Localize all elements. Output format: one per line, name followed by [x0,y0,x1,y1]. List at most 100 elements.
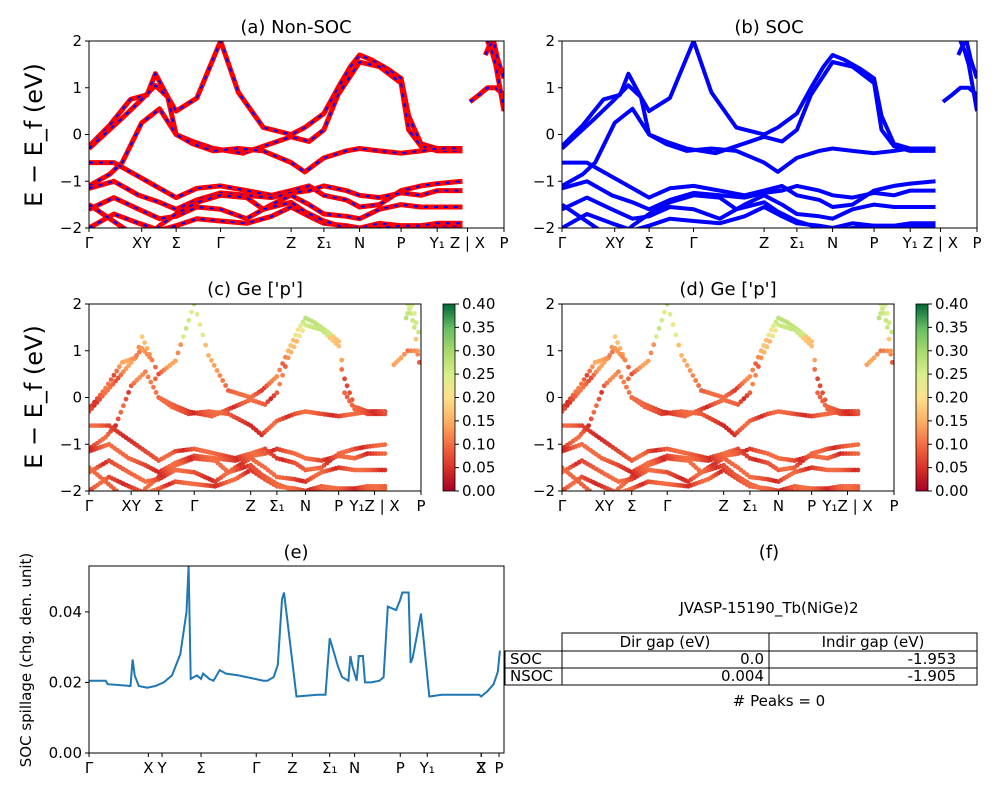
xtick-label: Z [287,759,297,777]
band-point [817,383,823,389]
ytick-label: 2 [72,32,82,50]
band-point [855,409,861,414]
panel-c-yticks: −2 −1 0 1 2 [60,295,89,500]
band-point [118,409,124,415]
band-point [583,381,589,387]
xtick-label: N [349,759,360,777]
ytick-label: 0.00 [49,744,82,762]
band-point [679,353,684,358]
band-point [200,332,206,338]
band-line-5 [562,193,936,221]
band-point [223,383,229,388]
ytick-label: −1 [533,435,555,453]
band-point [584,372,590,378]
band-point [855,442,861,447]
band-point [693,378,699,383]
table-cell [561,650,770,669]
xtick-label: Z [476,759,486,777]
ytick-label: 0 [545,389,555,407]
xtick-label: P [334,497,343,515]
band-point [750,381,756,387]
band-point [601,360,607,365]
band-point [277,381,283,387]
colorbar-tick-label: 0.25 [462,365,495,383]
xtick-label: P [972,234,981,252]
band-point [815,376,820,382]
band-point [747,374,753,379]
band-point [137,349,142,355]
band-point [274,374,280,379]
band-line-dashed-1 [89,60,463,155]
panel-e-yticks: 0.00 0.02 0.04 [49,603,89,762]
band-point [610,349,615,355]
band-point [767,339,773,344]
band-line-2 [89,106,463,189]
band-point [809,343,815,349]
band-point [189,309,194,315]
band-point [820,390,825,396]
band-point [624,384,629,390]
xtick-label: N [827,234,838,252]
band-point [812,357,818,363]
panel-c-colorbar-ticks: 0.00 0.05 0.10 0.15 0.20 0.25 0.30 0.35 0.40 [455,295,495,500]
xtick-label: XY [132,234,152,252]
band-point [617,490,620,491]
band-point [123,396,129,402]
band-point [645,358,651,364]
band-point [110,381,116,387]
band-point [886,336,892,342]
band-point [288,349,294,355]
xtick-label: Z [759,234,769,252]
band-point [416,329,421,335]
band-point [588,416,594,422]
band-point [889,329,894,335]
band-point [117,364,122,370]
band-point [622,357,628,363]
band-point [817,394,823,400]
band-point [405,311,411,316]
band-point [143,369,148,375]
colorbar-tick-label: 0.25 [935,365,968,383]
panel-f-gap-table: (f) JVASP-15190_Tb(NiGe)2 Dir gap (eV) I… [504,542,978,710]
band-point [587,488,593,491]
band-point [881,348,887,354]
band-point [114,368,120,374]
band-point [876,315,882,321]
band-point [659,317,665,323]
band-point [144,490,147,491]
band-point [178,342,184,348]
xtick-label: XY [605,234,625,252]
xtick-label: Y [156,759,167,777]
band-point [183,326,189,331]
panel-c-colorbar [442,303,456,492]
xtick-label: X [476,759,486,777]
band-point [126,390,131,395]
band-point [764,344,770,350]
band-point [820,398,825,404]
panel-b-title: (b) SOC [734,17,803,38]
xtick-label: Y₁Z | X [821,497,872,515]
xtick-label: P [807,497,816,515]
table-cell-value: 0.004 [721,667,764,685]
band-point [197,322,203,327]
band-point [415,351,421,357]
xtick-label: Σ₁ [316,234,332,252]
band-point [134,353,140,358]
band-point [149,357,155,363]
panel-a-marks [89,41,504,228]
band-point [283,364,288,369]
xtick-label: Σ [171,234,180,252]
band-point [771,323,776,329]
band-point [153,364,158,370]
ytick-label: 0.02 [49,673,82,691]
xtick-label: N [300,497,311,515]
band-point [673,332,679,338]
band-point [626,390,632,395]
band-point [382,442,388,447]
xtick-label: Y₁ [419,759,435,777]
panel-d-colorbar [915,303,929,492]
xtick-label: Γ [85,759,94,777]
xtick-label: XY [594,497,614,515]
band-point [191,304,197,307]
band-point [151,384,156,390]
